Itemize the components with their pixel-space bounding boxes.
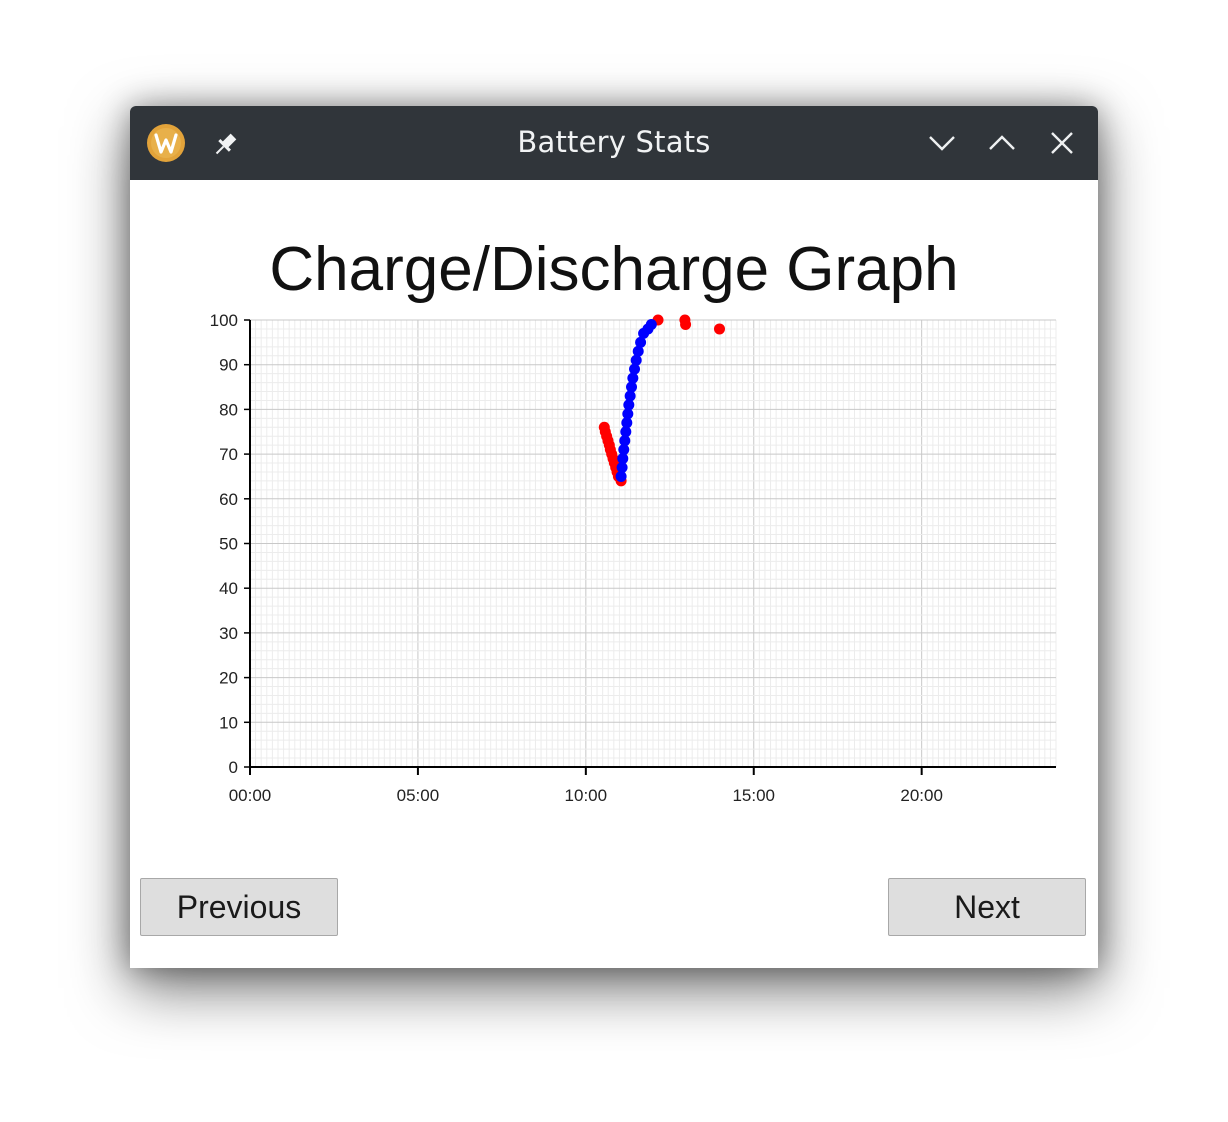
x-tick-label: 15:00 xyxy=(732,786,775,805)
data-point xyxy=(645,318,657,330)
data-point xyxy=(618,444,630,456)
y-tick-label: 30 xyxy=(219,624,238,643)
y-tick-label: 50 xyxy=(219,535,238,554)
data-point xyxy=(630,354,642,366)
window-title: Battery Stats xyxy=(517,125,711,159)
wxwidgets-logo-icon[interactable] xyxy=(146,123,186,163)
x-tick-label: 20:00 xyxy=(900,786,943,805)
data-point xyxy=(626,381,638,393)
window-content: Charge/Discharge Graph 0 10 20 30 40 50 60 70 80… xyxy=(130,180,1098,968)
data-point xyxy=(627,372,639,384)
close-icon[interactable] xyxy=(1047,128,1077,158)
data-point xyxy=(619,435,631,447)
data-point xyxy=(615,470,627,482)
data-point xyxy=(624,390,636,402)
next-button[interactable]: Next xyxy=(888,878,1086,936)
battery-stats-window: Battery Stats Charge/Discharge Graph 0 10… xyxy=(130,106,1098,968)
maximize-icon[interactable] xyxy=(987,128,1017,158)
pin-icon[interactable] xyxy=(210,130,240,160)
data-point xyxy=(632,345,644,357)
titlebar[interactable]: Battery Stats xyxy=(130,106,1098,180)
previous-button[interactable]: Previous xyxy=(140,878,338,936)
x-tick-label: 05:00 xyxy=(397,786,440,805)
y-tick-label: 10 xyxy=(219,713,238,732)
y-tick-label: 80 xyxy=(219,400,238,419)
x-tick-label: 10:00 xyxy=(565,786,608,805)
data-point xyxy=(622,408,634,420)
y-tick-label: 60 xyxy=(219,490,238,509)
y-tick-label: 0 xyxy=(229,758,238,777)
data-point xyxy=(620,426,632,438)
data-point xyxy=(629,363,641,375)
chart-title: Charge/Discharge Graph xyxy=(269,235,959,304)
minimize-icon[interactable] xyxy=(927,128,957,158)
data-point xyxy=(617,453,629,465)
y-tick-label: 100 xyxy=(210,311,238,330)
x-tick-label: 00:00 xyxy=(229,786,272,805)
data-point xyxy=(713,323,725,335)
y-tick-label: 40 xyxy=(219,579,238,598)
charge-discharge-chart: 0 10 20 30 40 50 60 70 80 90 100 00:00 05:00 10:00 15:… xyxy=(210,311,1057,805)
y-tick-label: 90 xyxy=(219,356,238,375)
data-point xyxy=(623,399,635,411)
y-tick-label: 20 xyxy=(219,669,238,688)
data-point xyxy=(635,336,647,348)
data-point xyxy=(621,417,633,429)
data-point xyxy=(616,462,628,474)
y-tick-label: 70 xyxy=(219,445,238,464)
data-point xyxy=(680,318,692,330)
